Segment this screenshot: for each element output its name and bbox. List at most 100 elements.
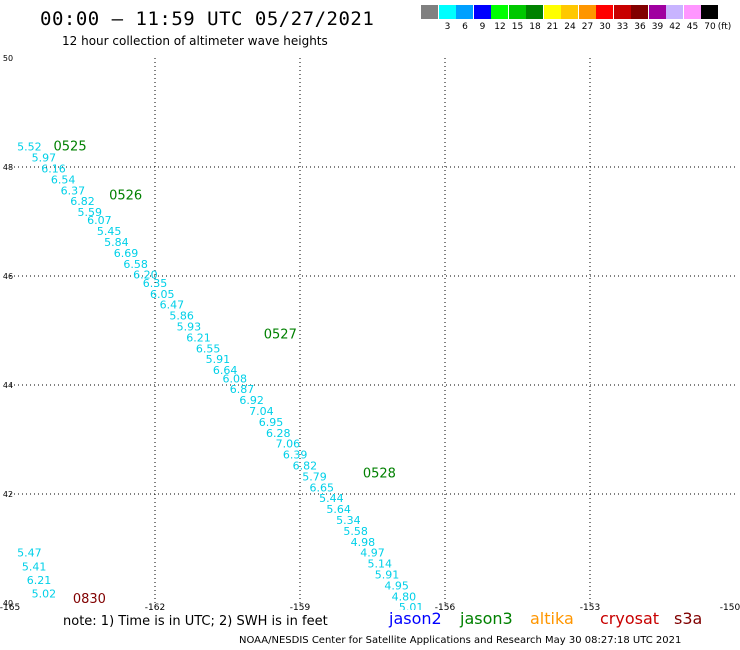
legend-altika: altika [530,609,574,628]
wave-height-value: 6.47 [160,299,185,312]
wave-height-value: 5.41 [22,560,47,573]
wave-height-value: 6.65 [310,481,335,494]
scale-swatch [561,5,578,19]
y-tick-label: 44 [3,381,13,390]
wave-height-value: 6.35 [143,277,168,290]
scale-label: 6 [462,22,468,32]
wave-height-value: 6.20 [133,269,158,282]
scale-swatch [456,5,473,19]
date-annotation: 0525 [54,140,87,155]
scale-swatch [421,5,438,19]
wave-height-value: 7.04 [249,405,274,418]
wave-height-value: 5.79 [302,470,327,483]
wave-height-value: 5.47 [17,547,42,560]
scale-label: 70 [704,22,716,32]
y-tick-label: 40 [3,599,13,608]
legend-cryosat: cryosat [600,609,660,628]
y-axis-ticks: 50 48 46 44 42 40 [3,54,13,608]
scale-swatch [666,5,683,19]
wave-height-value: 5.01 [399,601,424,610]
altimeter-chart: -165 -162 -159 -156 -153 -150 50 48 46 44 42 40 5.… [0,54,740,610]
footer-credit: NOAA/NESDIS Center for Satellite Applica… [239,635,682,646]
wave-height-value: 5.93 [177,321,202,334]
wave-height-value: 5.14 [368,558,393,571]
scale-swatch [613,5,631,19]
date-annotations: 0525 0526 0527 0528 0830 [54,140,396,607]
scale-swatch [491,5,508,19]
wave-height-value: 6.05 [150,288,175,301]
legend-jason3: jason3 [460,609,513,628]
x-tick-label: -165 [0,603,20,610]
wave-height-value: 5.34 [336,514,361,527]
scale-swatch [543,5,561,19]
wave-height-value: 6.82 [293,459,318,472]
wave-height-value: 6.69 [114,247,139,260]
legend-s3a: s3a [674,609,703,628]
scale-swatch [578,5,596,19]
date-annotation: 0528 [363,467,396,482]
wave-height-value: 5.02 [32,588,57,601]
wave-height-value: 6.95 [259,416,284,429]
wave-height-value: 7.06 [276,438,301,451]
scale-label: 27 [581,22,594,32]
chart-title: 00:00 – 11:59 UTC 05/27/2021 [40,8,375,30]
scale-swatch [596,5,613,19]
wave-height-value: 5.58 [343,525,368,538]
wave-height-value: 6.87 [230,383,255,396]
scale-label: 33 [616,22,629,32]
scale-swatch [631,5,648,19]
wave-height-value: 6.21 [27,574,52,587]
scale-label: 45 [686,22,699,32]
y-tick-label: 46 [3,272,13,281]
x-tick-label: -153 [580,603,600,610]
chart-grid [10,58,735,603]
date-annotation: 0830 [73,592,106,607]
chart-subtitle: 12 hour collection of altimeter wave hei… [62,34,328,48]
scale-label: 39 [651,22,664,32]
x-tick-label: -159 [290,603,311,610]
wave-height-value: 6.08 [223,372,248,385]
wave-height-value: 6.07 [87,214,112,227]
wave-height-value: 5.91 [375,568,400,581]
scale-swatch [508,5,526,19]
legend-jason2: jason2 [389,609,442,628]
wave-height-value: 6.16 [41,162,66,175]
wave-height-value: 4.80 [392,590,417,603]
scale-swatch [438,5,456,19]
date-annotation: 0526 [109,189,142,204]
wave-height-value: 5.52 [17,141,42,154]
y-tick-label: 48 [3,163,13,172]
wave-height-value: 6.64 [213,364,238,377]
scale-swatch [648,5,666,19]
wave-height-value: 5.86 [169,310,194,323]
wave-height-value: 6.39 [283,449,308,462]
x-tick-label: -162 [145,603,165,610]
scale-label: 12 [494,22,506,32]
wave-height-value: 6.55 [196,342,221,355]
wave-height-value: 6.28 [266,427,291,440]
scale-label: 9 [479,22,486,32]
scale-swatch [526,5,543,19]
scale-swatch [473,5,491,19]
wave-height-value: 5.45 [97,225,122,238]
y-tick-label: 42 [3,490,13,499]
scale-swatch [683,5,701,19]
scale-unit: (ft) [717,22,732,32]
wave-height-value: 6.58 [123,258,148,271]
wave-height-value: 6.92 [239,394,264,407]
wave-height-value: 5.84 [104,236,129,249]
scale-label: 36 [634,22,646,32]
x-tick-label: -156 [435,603,456,610]
wave-height-value: 6.21 [186,331,211,344]
wave-height-value: 5.97 [32,152,57,165]
footer-note: note: 1) Time is in UTC; 2) SWH is in fe… [63,614,328,629]
wave-height-value: 5.44 [319,492,344,505]
wave-height-value: 5.91 [206,353,231,366]
wave-height-value: 4.97 [360,547,385,560]
scale-label: 15 [511,22,524,32]
scale-label: 3 [444,22,451,32]
scale-label: 42 [669,22,681,32]
scale-label: 30 [599,22,611,32]
date-annotation: 0527 [264,328,297,343]
wave-height-value: 6.82 [70,195,95,208]
